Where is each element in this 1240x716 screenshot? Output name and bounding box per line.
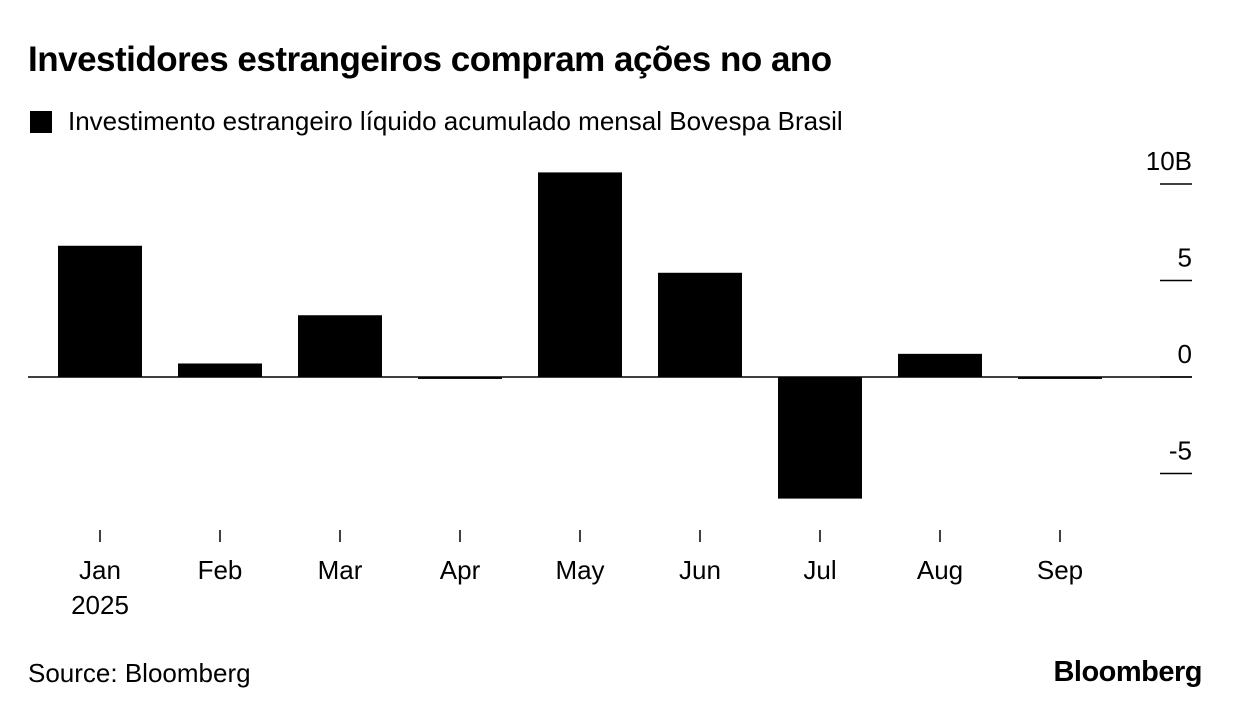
y-tick-label: 5: [1178, 243, 1192, 273]
legend-swatch: [30, 110, 52, 133]
bar-apr: [418, 377, 502, 379]
bar-jan: [58, 245, 142, 377]
x-tick-label-feb: Feb: [198, 555, 243, 585]
bars-group: [58, 172, 1102, 499]
x-year-label: 2025: [71, 590, 129, 620]
y-tick-label: 10B: [1146, 146, 1192, 176]
y-tick-label: -5: [1169, 436, 1192, 466]
x-tick-label-jan: Jan: [79, 555, 121, 585]
bloomberg-logo: Bloomberg: [1053, 656, 1202, 688]
y-tick-label: 0: [1178, 339, 1192, 369]
y-axis: 10B 5 0 -5: [1146, 146, 1192, 475]
x-tick-label-mar: Mar: [318, 555, 363, 585]
x-tick-label-sep: Sep: [1037, 555, 1083, 585]
x-tick-label-aug: Aug: [917, 555, 963, 585]
x-tick-label-apr: Apr: [440, 555, 481, 585]
x-tick-label-jul: Jul: [803, 555, 836, 585]
chart-title: Investidores estrangeiros compram ações …: [28, 40, 832, 79]
bar-jul: [778, 377, 862, 499]
source-note: Source: Bloomberg: [28, 658, 251, 688]
x-axis: Jan Feb Mar Apr May Jun Jul Aug Sep 2025: [71, 530, 1083, 620]
bar-jun: [658, 272, 742, 377]
x-tick-label-jun: Jun: [679, 555, 721, 585]
bar-aug: [898, 353, 982, 377]
x-tick-label-may: May: [555, 555, 604, 585]
legend-label: Investimento estrangeiro líquido acumula…: [68, 106, 843, 136]
bar-feb: [178, 363, 262, 377]
legend: Investimento estrangeiro líquido acumula…: [30, 106, 843, 137]
bar-mar: [298, 315, 382, 377]
bar-sep: [1018, 377, 1102, 379]
bar-may: [538, 172, 622, 377]
